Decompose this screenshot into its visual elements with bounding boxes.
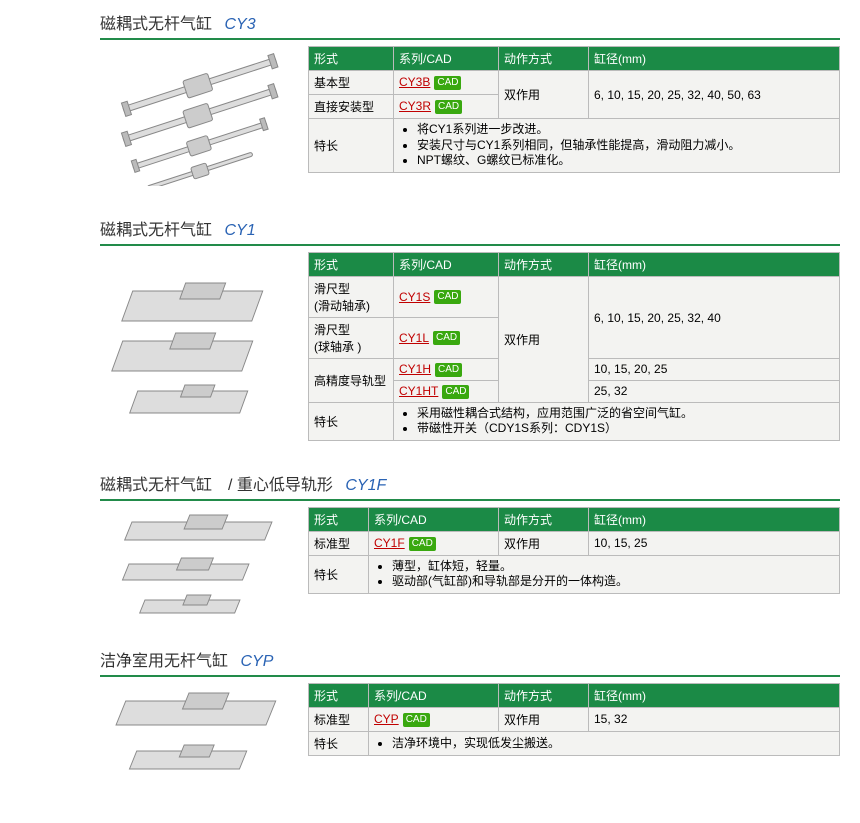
title-text: 磁耦式无杆气缸	[100, 16, 212, 33]
feature-item: 洁净环境中，实现低发尘搬送。	[392, 736, 834, 752]
cad-icon[interactable]: CAD	[433, 331, 460, 345]
col-action: 动作方式	[499, 253, 589, 277]
type-cell: 滑尺型 (球轴承 )	[309, 318, 394, 359]
feature-item: NPT螺纹、G螺纹已标准化。	[417, 153, 834, 169]
series-link-cy1f[interactable]: CY1F	[374, 536, 405, 550]
title-text: 磁耦式无杆气缸 / 重心低导轨形	[100, 477, 333, 494]
title-code: CY1F	[345, 477, 386, 494]
col-bore: 缸径(mm)	[589, 683, 840, 707]
cad-icon[interactable]: CAD	[403, 713, 430, 727]
section-cy1: 磁耦式无杆气缸 CY1 形式 系列/CAD 动作方式 缸径(mm)	[100, 216, 840, 441]
col-bore: 缸径(mm)	[589, 253, 840, 277]
cad-icon[interactable]: CAD	[434, 76, 461, 90]
title-code: CY1	[224, 222, 255, 239]
type-cell: 标准型	[309, 531, 369, 555]
features-label: 特长	[309, 119, 394, 173]
series-cell: CY1HT CAD	[394, 380, 499, 402]
product-image-cy1	[100, 252, 300, 441]
feature-item: 将CY1系列进一步改进。	[417, 122, 834, 138]
series-cell: CY1L CAD	[394, 318, 499, 359]
feature-item: 带磁性开关（CDY1S系列：CDY1S）	[417, 421, 834, 437]
section-cyp: 洁净室用无杆气缸 CYP 形式 系列/CAD 动作方式 缸径(mm)	[100, 647, 840, 783]
series-cell: CY1S CAD	[394, 277, 499, 318]
col-type: 形式	[309, 253, 394, 277]
type-cell: 高精度导轨型	[309, 359, 394, 403]
features-label: 特长	[309, 402, 394, 440]
series-cell: CY1H CAD	[394, 359, 499, 381]
col-series: 系列/CAD	[394, 253, 499, 277]
section-title: 磁耦式无杆气缸 CY3	[100, 10, 840, 40]
features-cell: 洁净环境中，实现低发尘搬送。	[369, 731, 840, 755]
section-title: 磁耦式无杆气缸 CY1	[100, 216, 840, 246]
series-cell: CY3R CAD	[394, 95, 499, 119]
col-series: 系列/CAD	[394, 47, 499, 71]
col-type: 形式	[309, 683, 369, 707]
bore-cell: 15, 32	[589, 707, 840, 731]
action-cell: 双作用	[499, 707, 589, 731]
features-label: 特长	[309, 555, 369, 593]
feature-item: 薄型，缸体短，轻量。	[392, 559, 834, 575]
features-cell: 薄型，缸体短，轻量。 驱动部(气缸部)和导轨部是分开的一体构造。	[369, 555, 840, 593]
action-cell: 双作用	[499, 71, 589, 119]
col-action: 动作方式	[499, 683, 589, 707]
product-image-cy3	[100, 46, 300, 186]
title-text: 洁净室用无杆气缸	[100, 653, 228, 670]
type-cell: 标准型	[309, 707, 369, 731]
series-cell: CY3B CAD	[394, 71, 499, 95]
features-label: 特长	[309, 731, 369, 755]
feature-item: 安装尺寸与CY1系列相同，但轴承性能提高，滑动阻力减小。	[417, 138, 834, 154]
series-link-cy1l[interactable]: CY1L	[399, 331, 429, 345]
feature-item: 采用磁性耦合式结构，应用范围广泛的省空间气缸。	[417, 406, 834, 422]
cad-icon[interactable]: CAD	[435, 100, 462, 114]
section-title: 磁耦式无杆气缸 / 重心低导轨形 CY1F	[100, 471, 840, 501]
type-cell: 滑尺型 (滑动轴承)	[309, 277, 394, 318]
col-type: 形式	[309, 507, 369, 531]
bore-cell: 6, 10, 15, 20, 25, 32, 40	[589, 277, 840, 359]
action-cell: 双作用	[499, 277, 589, 403]
product-image-cyp	[100, 683, 300, 783]
series-cell: CY1F CAD	[369, 531, 499, 555]
spec-table-cy3: 形式 系列/CAD 动作方式 缸径(mm) 基本型 CY3B CAD 双作用 6,…	[308, 46, 840, 173]
col-type: 形式	[309, 47, 394, 71]
col-series: 系列/CAD	[369, 507, 499, 531]
series-cell: CYP CAD	[369, 707, 499, 731]
series-link-cy1h[interactable]: CY1H	[399, 362, 431, 376]
spec-table-cy1: 形式 系列/CAD 动作方式 缸径(mm) 滑尺型 (滑动轴承) CY1S CAD…	[308, 252, 840, 441]
col-action: 动作方式	[499, 507, 589, 531]
col-action: 动作方式	[499, 47, 589, 71]
cad-icon[interactable]: CAD	[434, 290, 461, 304]
section-title: 洁净室用无杆气缸 CYP	[100, 647, 840, 677]
title-text: 磁耦式无杆气缸	[100, 222, 212, 239]
series-link-cy1ht[interactable]: CY1HT	[399, 384, 438, 398]
col-bore: 缸径(mm)	[589, 507, 840, 531]
section-cy1f: 磁耦式无杆气缸 / 重心低导轨形 CY1F 形式 系列/CAD 动作方式 缸径(…	[100, 471, 840, 617]
series-link-cy1s[interactable]: CY1S	[399, 290, 430, 304]
title-code: CY3	[224, 16, 255, 33]
series-link-cy3b[interactable]: CY3B	[399, 75, 430, 89]
type-cell: 基本型	[309, 71, 394, 95]
features-cell: 将CY1系列进一步改进。 安装尺寸与CY1系列相同，但轴承性能提高，滑动阻力减小…	[394, 119, 840, 173]
spec-table-cyp: 形式 系列/CAD 动作方式 缸径(mm) 标准型 CYP CAD 双作用 15,…	[308, 683, 840, 756]
bore-cell: 10, 15, 25	[589, 531, 840, 555]
bore-cell: 6, 10, 15, 20, 25, 32, 40, 50, 63	[589, 71, 840, 119]
type-cell: 直接安装型	[309, 95, 394, 119]
series-link-cy3r[interactable]: CY3R	[399, 99, 431, 113]
spec-table-cy1f: 形式 系列/CAD 动作方式 缸径(mm) 标准型 CY1F CAD 双作用 10…	[308, 507, 840, 594]
series-link-cyp[interactable]: CYP	[374, 712, 399, 726]
features-cell: 采用磁性耦合式结构，应用范围广泛的省空间气缸。 带磁性开关（CDY1S系列：CD…	[394, 402, 840, 440]
title-code: CYP	[240, 653, 273, 670]
col-series: 系列/CAD	[369, 683, 499, 707]
cad-icon[interactable]: CAD	[409, 537, 436, 551]
col-bore: 缸径(mm)	[589, 47, 840, 71]
cad-icon[interactable]: CAD	[442, 385, 469, 399]
product-image-cy1f	[100, 507, 300, 617]
cad-icon[interactable]: CAD	[435, 363, 462, 377]
section-cy3: 磁耦式无杆气缸 CY3 形式 系列/CAD 动作方式 缸径(mm)	[100, 10, 840, 186]
feature-item: 驱动部(气缸部)和导轨部是分开的一体构造。	[392, 574, 834, 590]
bore-cell: 10, 15, 20, 25	[589, 359, 840, 381]
bore-cell: 25, 32	[589, 380, 840, 402]
action-cell: 双作用	[499, 531, 589, 555]
